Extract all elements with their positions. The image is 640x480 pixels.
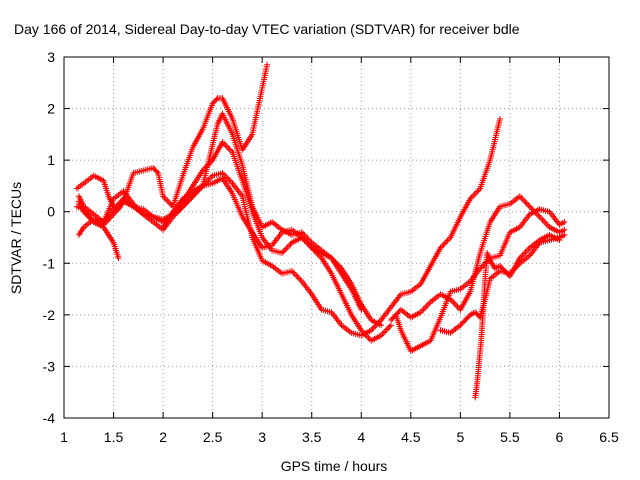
- series-markers: [75, 110, 385, 329]
- grid: [64, 57, 609, 418]
- y-tick-label: -3: [43, 358, 56, 374]
- series-markers: [75, 198, 122, 262]
- series-markers: [73, 61, 271, 213]
- series-track-7: [388, 193, 568, 323]
- series-markers: [472, 231, 563, 401]
- y-tick-label: 1: [47, 152, 55, 168]
- data-points: [73, 61, 568, 401]
- series-track-4: [75, 110, 385, 329]
- series-track-3: [75, 175, 365, 313]
- x-tick-label: 3.5: [302, 429, 322, 445]
- y-tick-label: -4: [43, 410, 56, 426]
- x-tick-label: 5: [456, 429, 464, 445]
- y-tick-label: -2: [43, 307, 56, 323]
- series-markers: [160, 115, 503, 339]
- y-axis: -4 -3 -2 -1 0 1 2 3: [43, 49, 609, 426]
- x-tick-label: 2.5: [203, 429, 223, 445]
- y-tick-label: -1: [43, 255, 56, 271]
- x-tick-label: 6: [556, 429, 564, 445]
- series-markers: [388, 193, 568, 323]
- x-tick-label: 1.5: [104, 429, 124, 445]
- y-tick-label: 0: [47, 204, 55, 220]
- series-markers: [73, 139, 394, 344]
- series-track-2: [73, 139, 394, 344]
- x-tick-label: 2: [159, 429, 167, 445]
- series-track-10: [472, 231, 563, 401]
- plot-frame: [63, 56, 610, 419]
- chart-title: Day 166 of 2014, Sidereal Day-to-day VTE…: [14, 21, 520, 37]
- series-track-1: [73, 61, 271, 213]
- x-tick-label: 1: [60, 429, 68, 445]
- series-track-5: [75, 198, 122, 262]
- series-track-6: [160, 115, 503, 339]
- x-tick-label: 5.5: [500, 429, 520, 445]
- y-tick-label: 2: [47, 101, 55, 117]
- series-markers: [75, 175, 365, 313]
- x-axis: 1 1.5 2 2.5 3 3.5 4 4.5 5 5.5 6 6.5: [60, 57, 619, 445]
- x-tick-label: 4: [357, 429, 365, 445]
- series-track-8: [393, 206, 568, 354]
- x-tick-label: 6.5: [599, 429, 619, 445]
- y-tick-label: 3: [47, 49, 55, 65]
- x-axis-title: GPS time / hours: [281, 458, 388, 474]
- y-axis-title: SDTVAR / TECUs: [8, 182, 24, 294]
- x-tick-label: 4.5: [401, 429, 421, 445]
- x-tick-label: 3: [258, 429, 266, 445]
- series-markers: [393, 206, 568, 354]
